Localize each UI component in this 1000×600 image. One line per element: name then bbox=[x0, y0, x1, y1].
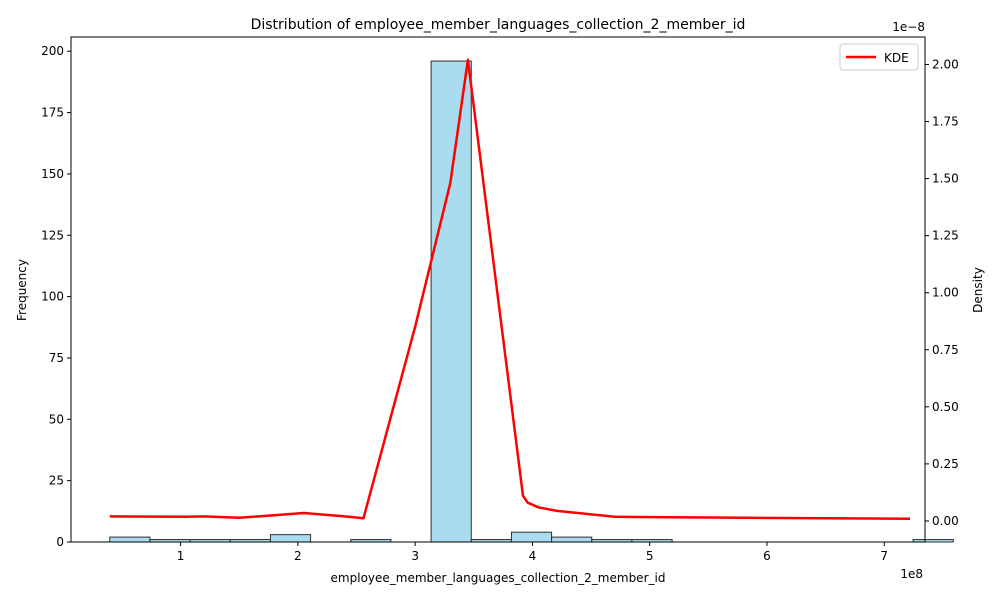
kde-series bbox=[109, 58, 911, 520]
y-tick-label: 100 bbox=[41, 290, 64, 304]
x-axis-title: employee_member_languages_collection_2_m… bbox=[331, 571, 666, 585]
y-tick-label: 50 bbox=[49, 412, 64, 426]
x-tick-label: 6 bbox=[763, 549, 771, 563]
histogram-bar bbox=[430, 60, 472, 543]
x-tick-label: 1 bbox=[177, 549, 185, 563]
y2-tick-label: 0.50 bbox=[932, 400, 959, 414]
y2-tick-label: 0.00 bbox=[932, 514, 959, 528]
x-axis-offset: 1e8 bbox=[900, 567, 923, 581]
y-tick-label: 200 bbox=[41, 44, 64, 58]
histogram-bar bbox=[109, 536, 151, 543]
y2-tick-label: 0.25 bbox=[932, 457, 959, 471]
chart-title: Distribution of employee_member_language… bbox=[251, 17, 746, 33]
y-axis-ticks: 0 25 50 75 100 125 150 175 200 bbox=[41, 44, 71, 549]
histogram-bar bbox=[269, 534, 312, 543]
y-axis-title: Frequency bbox=[15, 259, 29, 321]
x-tick-label: 2 bbox=[294, 549, 302, 563]
histogram-bars bbox=[109, 60, 954, 543]
y-tick-label: 25 bbox=[49, 474, 64, 488]
x-tick-label: 4 bbox=[529, 549, 537, 563]
x-tick-label: 5 bbox=[646, 549, 654, 563]
plot-frame bbox=[70, 36, 926, 543]
histogram-bar bbox=[912, 539, 954, 543]
x-tick-label: 7 bbox=[880, 549, 888, 563]
y-tick-label: 125 bbox=[41, 228, 64, 242]
y2-tick-label: 1.75 bbox=[932, 115, 959, 129]
y2-axis-ticks: 0.00 0.25 0.50 0.75 1.00 1.25 1.50 1.75 2.00 bbox=[925, 57, 959, 528]
y-tick-label: 175 bbox=[41, 106, 64, 120]
legend: KDE bbox=[839, 43, 919, 71]
y-tick-label: 150 bbox=[41, 167, 64, 181]
y2-axis-title: Density bbox=[971, 267, 985, 313]
y2-tick-label: 2.00 bbox=[932, 57, 959, 71]
y2-tick-label: 1.50 bbox=[932, 172, 959, 186]
y2-tick-label: 1.25 bbox=[932, 229, 959, 243]
y-tick-label: 0 bbox=[56, 535, 64, 549]
legend-kde-label: KDE bbox=[884, 51, 909, 65]
kde-line bbox=[109, 58, 911, 520]
x-tick-label: 3 bbox=[411, 549, 419, 563]
x-axis-ticks: 1 2 3 4 5 6 7 bbox=[177, 542, 888, 563]
y2-tick-label: 0.75 bbox=[932, 343, 959, 357]
y-tick-label: 75 bbox=[49, 351, 64, 365]
y2-axis-offset: 1e−8 bbox=[892, 20, 925, 34]
histogram-bar bbox=[510, 531, 553, 543]
legend-box bbox=[839, 43, 919, 71]
histogram-bar bbox=[551, 536, 593, 543]
y2-tick-label: 1.00 bbox=[932, 286, 959, 300]
